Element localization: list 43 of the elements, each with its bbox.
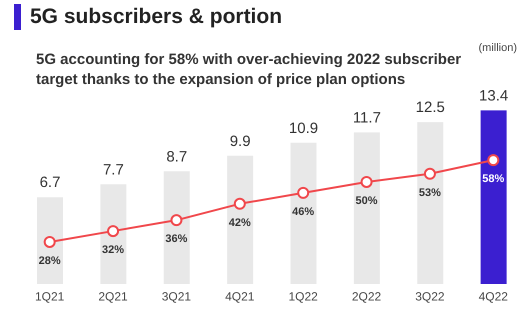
bar xyxy=(480,110,507,284)
data-label: 28% xyxy=(38,254,61,267)
point xyxy=(360,176,373,188)
x-tick-label: 1Q22 xyxy=(288,290,318,304)
data-label: 8.7 xyxy=(166,148,188,166)
data-label: 13.4 xyxy=(479,87,508,104)
point xyxy=(234,198,246,210)
data-label: 42% xyxy=(228,216,252,229)
data-label: 6.7 xyxy=(40,174,60,192)
point xyxy=(170,214,182,226)
bar xyxy=(354,132,380,284)
chart-subtitle: 5G accounting for 58% with over-achieving 2022 subscriber target thanks to the expansion of price plan options xyxy=(36,50,462,90)
point xyxy=(487,154,500,166)
data-label: 53% xyxy=(418,186,442,199)
x-tick-label: 3Q21 xyxy=(162,290,192,304)
data-label: 10.9 xyxy=(288,120,318,137)
data-label: 50% xyxy=(356,194,378,207)
x-tick-label: 1Q21 xyxy=(35,290,65,304)
point xyxy=(424,168,436,180)
data-label: 46% xyxy=(292,206,314,218)
chart-title: 5G subscribers & portion xyxy=(30,5,282,29)
text: (million) xyxy=(478,42,517,54)
data-label: 7.7 xyxy=(102,161,124,178)
data-label: 12.5 xyxy=(416,99,445,116)
x-tick-label: 4Q22 xyxy=(478,290,508,304)
point xyxy=(44,236,56,248)
data-label: 58% xyxy=(482,173,505,186)
bar xyxy=(164,171,190,284)
bar xyxy=(417,122,444,284)
data-label: 36% xyxy=(165,233,188,246)
bar xyxy=(227,156,254,284)
data-label: 32% xyxy=(102,244,124,256)
x-tick-label: 2Q21 xyxy=(98,290,128,304)
x-tick-label: 3Q22 xyxy=(415,290,445,304)
point xyxy=(297,186,310,199)
bar xyxy=(290,142,316,284)
x-tick-label: 2Q22 xyxy=(352,290,382,304)
bar xyxy=(37,197,63,284)
data-label: 11.7 xyxy=(352,109,381,126)
x-tick-label: 4Q21 xyxy=(225,290,255,304)
data-label: 9.9 xyxy=(230,132,251,150)
bar xyxy=(100,184,126,284)
point xyxy=(107,225,120,238)
